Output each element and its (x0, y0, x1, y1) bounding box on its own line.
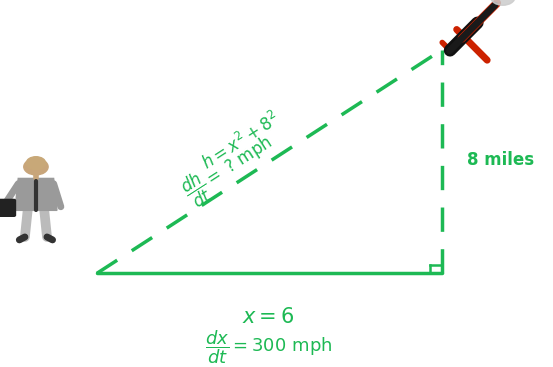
Text: $x = 6$: $x = 6$ (242, 308, 294, 327)
Text: $\dfrac{dh}{dt} = $ ? mph: $\dfrac{dh}{dt} = $ ? mph (177, 126, 282, 212)
Polygon shape (15, 178, 57, 210)
Text: 8 miles: 8 miles (467, 150, 534, 169)
Circle shape (26, 157, 46, 170)
Text: $h = x^2 + 8^2$: $h = x^2 + 8^2$ (198, 109, 283, 174)
Text: $\dfrac{dx}{dt} = 300$ mph: $\dfrac{dx}{dt} = 300$ mph (205, 328, 332, 366)
Circle shape (24, 159, 48, 175)
Circle shape (491, 0, 515, 5)
FancyBboxPatch shape (0, 199, 15, 216)
